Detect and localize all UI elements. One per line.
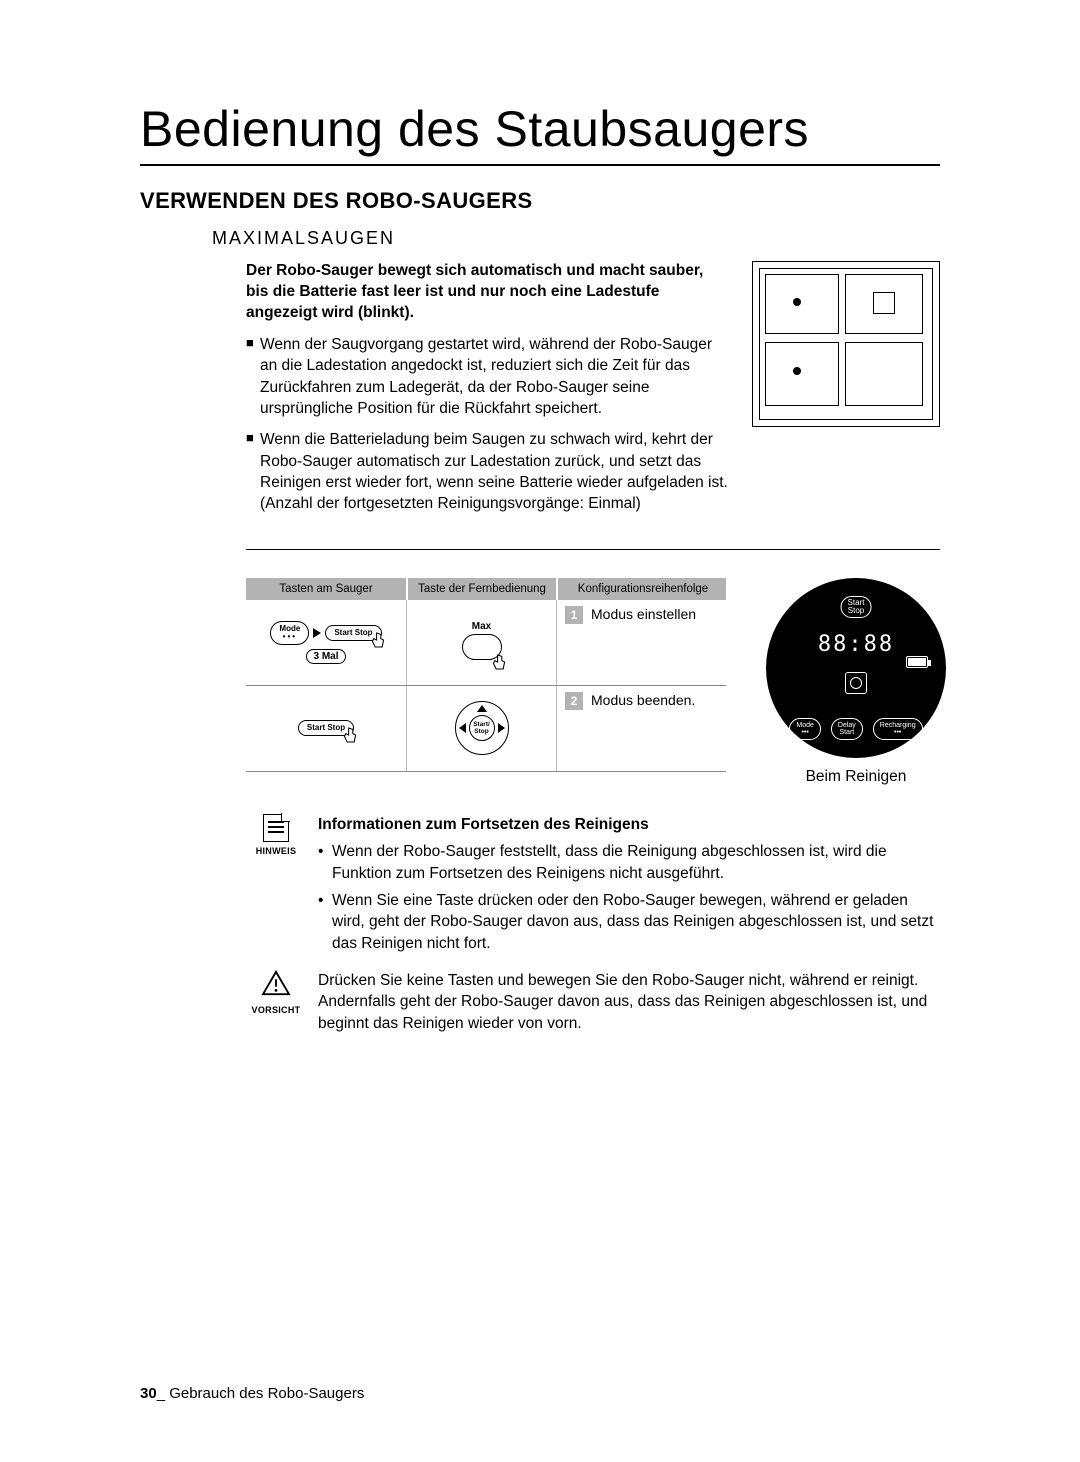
bullet-dot-icon: • [318,890,332,954]
bullet-text: Wenn der Saugvorgang gestartet wird, wäh… [260,334,730,420]
table-row: Start Stop Start/Stop 2 Modus beenden. [246,686,726,772]
note-icon [263,814,289,842]
arrow-left-icon [459,723,466,733]
table-header-cell: Taste der Fernbedienung [406,578,556,600]
vacuum-display-panel: StartStop 88:88 Mode••• DelayStart Recha… [766,578,946,786]
vacuum-start-stop-label: StartStop [841,596,872,618]
hinweis-label: HINWEIS [246,846,306,856]
bullet-text: Wenn die Batterieladung beim Saugen zu s… [260,429,730,515]
start-stop-button-label: Start Stop [325,625,381,641]
vorsicht-text: Drücken Sie keine Tasten und bewegen Sie… [318,972,927,1032]
vacuum-caption: Beim Reinigen [766,768,946,786]
start-stop-button-label: Start Stop [298,720,354,736]
step-number-badge: 1 [565,606,583,624]
camera-icon [845,672,867,694]
hinweis-title: Informationen zum Fortsetzen des Reinige… [318,814,940,835]
bullet-icon: ■ [246,334,260,420]
digital-display: 88:88 [818,632,894,657]
intro-bold-text: Der Robo-Sauger bewegt sich automatisch … [246,261,730,324]
table-header-cell: Tasten am Sauger [246,578,406,600]
step-text: Modus beenden. [591,692,695,708]
page-title: Bedienung des Staubsaugers [140,100,940,166]
hinweis-item: Wenn der Robo-Sauger feststellt, dass di… [332,841,940,884]
vacuum-display-illustration: StartStop 88:88 Mode••• DelayStart Recha… [766,578,946,758]
hinweis-item: Wenn Sie eine Taste drücken oder den Rob… [332,890,940,954]
footer-text: Gebrauch des Robo-Saugers [169,1385,364,1402]
vacuum-mode-label: Mode••• [789,718,821,740]
section-heading: VERWENDEN DES ROBO-SAUGERS [140,188,940,214]
vacuum-recharging-label: Recharging••• [873,718,923,740]
sub-heading: MAXIMALSAUGEN [212,228,940,249]
battery-icon [906,656,928,668]
page-number: 30 [140,1385,157,1402]
table-header-row: Tasten am Sauger Taste der Fernbedienung… [246,578,726,600]
table-header-cell: Konfigurationsreihenfolge [556,578,726,600]
sauger-buttons-illustration: Mode ••• Start Stop 3 Mal [270,621,381,664]
page-footer: 30_ Gebrauch des Robo-Saugers [140,1385,364,1402]
warning-icon [261,970,291,996]
config-table: Tasten am Sauger Taste der Fernbedienung… [246,578,726,786]
step-number-badge: 2 [565,692,583,710]
step-text: Modus einstellen [591,606,696,622]
arrow-right-icon [498,723,505,733]
repeat-count-badge: 3 Mal [306,649,345,664]
vacuum-delay-label: DelayStart [831,718,863,740]
bullet-icon: ■ [246,429,260,515]
vorsicht-block: VORSICHT Drücken Sie keine Tasten und be… [246,970,940,1034]
remote-dpad-illustration: Start/Stop [455,701,509,755]
remote-max-button-illustration: Max [462,621,502,663]
arrow-up-icon [477,705,487,712]
table-row: Mode ••• Start Stop 3 Mal Ma [246,600,726,686]
hinweis-block: HINWEIS Informationen zum Fortsetzen des… [246,814,940,960]
mode-button-label: Mode ••• [270,621,309,645]
play-icon [313,628,321,638]
section-divider [246,549,940,550]
floorplan-diagram [752,261,940,427]
vorsicht-label: VORSICHT [246,1005,306,1015]
bullet-dot-icon: • [318,841,332,884]
